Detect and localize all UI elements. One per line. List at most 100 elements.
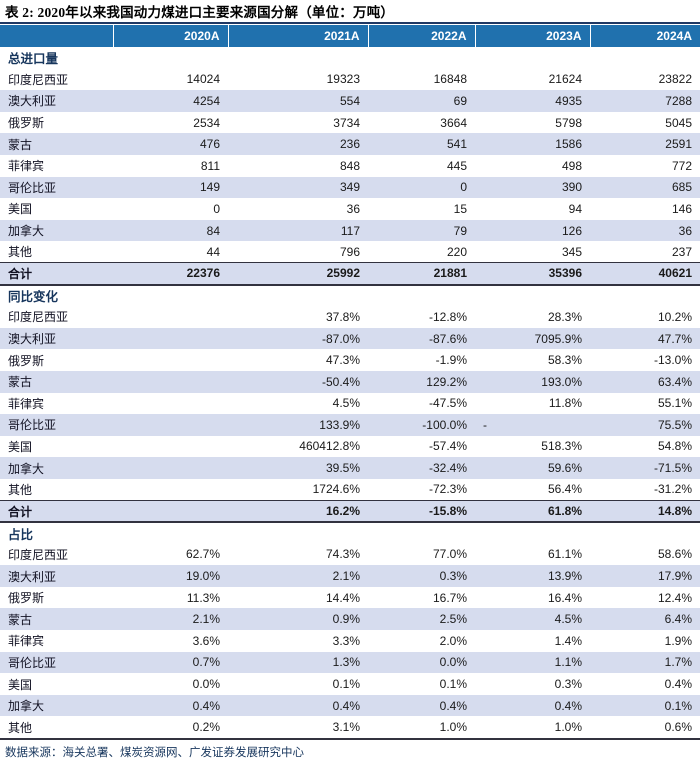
cell-value: 14.8% [590,499,700,524]
cell-value: 74.3% [325,547,360,562]
cell-value: 6.4% [590,608,700,631]
row-label: 菲律宾 [8,634,45,649]
row-label: 澳大利亚 [0,90,113,112]
cell-value: 2.5% [368,608,475,631]
row-label: 其他 [8,482,33,497]
cell-value: 0.6% [664,720,692,735]
cell-value: 541 [368,133,475,155]
table-row: 菲律宾 3.6% 3.3% 2.0% 1.4% 1.9% [0,630,700,652]
cell-value: 349 [228,176,368,199]
cell-value [113,370,228,393]
cell-value: 0.4% [368,694,475,717]
cell-value: 13.9% [475,565,590,587]
cell-value: 4935 [475,90,590,112]
title-underline [0,22,700,24]
cell-value: -72.3% [428,482,467,497]
cell-value: 0.1% [332,677,360,692]
table-row: 澳大利亚 4254 554 69 4935 7288 [0,90,700,112]
row-label: 加拿大 [0,219,113,242]
cell-value: 1.0% [439,720,467,735]
cell-value: 193.0% [475,370,590,393]
cell-value [113,349,228,371]
cell-value: 39.5% [228,457,368,479]
cell-value: 4.5% [475,608,590,631]
row-label: 其他 [8,720,33,735]
cell-value: 16848 [433,72,467,87]
cell-value: 61.8% [475,499,590,524]
cell-value: 44 [206,244,220,259]
table-title: 表 2: 2020年以来我国动力煤进口主要来源国分解（单位：万吨） [5,5,395,20]
cell-value: 498 [561,158,582,173]
cell-value: 3664 [440,115,467,130]
table-row: 其他 44 796 220 345 237 [0,241,700,263]
row-label: 印度尼西亚 [8,310,69,325]
cell-value: 5798 [555,115,582,130]
cell-value: 2534 [193,115,220,130]
cell-value [113,327,228,350]
row-label: 哥伦比亚 [0,414,113,436]
cell-value: 848 [339,158,360,173]
cell-value: 1.3% [228,651,368,674]
table-body: 总进口量 印度尼西亚 14024 19323 16848 21624 23822 澳大利亚 42… [0,47,700,738]
table-row: 菲律宾 4.5% -47.5% 11.8% 55.1% [0,393,700,415]
table-row: 菲律宾 811 848 445 498 772 [0,155,700,177]
cell-value: 47.3% [325,353,360,368]
cell-value [113,393,228,415]
cell-value: 59.6% [475,457,590,479]
column-header: 2023A [474,25,590,47]
cell-value: 56.4% [547,482,582,497]
cell-value: 16.4% [547,590,582,605]
row-label: 合计 [0,262,113,286]
cell-value: -13.0% [653,353,692,368]
column-header: 2022A [367,25,475,47]
cell-value: 1.4% [554,633,582,648]
cell-value: 0 [213,201,220,216]
table-row: 哥伦比亚 0.7% 1.3% 0.0% 1.1% 1.7% [0,651,700,674]
cell-value: 16.2% [228,499,368,524]
cell-value: 75.5% [590,414,700,436]
cell-value: 0.1% [439,677,467,692]
cell-value: 94 [568,201,582,216]
table-row: 俄罗斯 2534 3734 3664 5798 5045 [0,112,700,134]
table-row: 其他 0.2% 3.1% 1.0% 1.0% 0.6% [0,716,700,738]
cell-value: 811 [200,158,220,173]
cell-value: 5045 [665,115,692,130]
cell-value: -57.4% [428,439,467,454]
cell-value: 3.6% [192,633,220,648]
cell-value: 58.6% [657,547,692,562]
cell-value: 117 [228,219,368,242]
column-header: 2020A [112,25,228,47]
cell-value: 460412.8% [299,439,360,454]
row-label: 美国 [8,202,33,217]
column-header [0,25,113,47]
cell-value: -71.5% [590,457,700,479]
cell-value: 37.8% [325,309,360,324]
cell-value: 12.4% [657,590,692,605]
cell-value [113,479,228,501]
cell-value: 1586 [475,133,590,155]
row-label: 菲律宾 [8,396,45,411]
cell-value [113,436,228,458]
cell-value: -1.9% [435,353,467,368]
row-label: 蒙古 [0,370,113,393]
table-row: 蒙古 -50.4% 129.2% 193.0% 63.4% [0,370,700,393]
cell-value: 36 [590,219,700,242]
cell-value: 0 [368,176,475,199]
table-row: 美国 0 36 15 94 146 [0,198,700,220]
cell-value: 554 [228,90,368,112]
cell-value: -100.0% [368,414,475,436]
table-row: 蒙古 2.1% 0.9% 2.5% 4.5% 6.4% [0,608,700,631]
cell-value: 146 [671,201,692,216]
row-label: 蒙古 [0,608,113,631]
cell-value: 23822 [658,72,692,87]
table-row: 美国 460412.8% -57.4% 518.3% 54.8% [0,436,700,458]
cell-value: 772 [671,158,692,173]
cell-value: 47.7% [590,327,700,350]
table-row: 合计 22376 25992 21881 35396 40621 [0,262,700,286]
section-header: 同比变化 [8,290,59,305]
data-table: 2020A 2021A 2022A 2023A 2024A 总进口量 印度尼西亚 14024… [0,25,700,738]
cell-value: 7095.9% [475,327,590,350]
cell-value: -12.8% [428,309,467,324]
cell-value: 2.1% [113,608,228,631]
cell-value: -15.8% [368,499,475,524]
